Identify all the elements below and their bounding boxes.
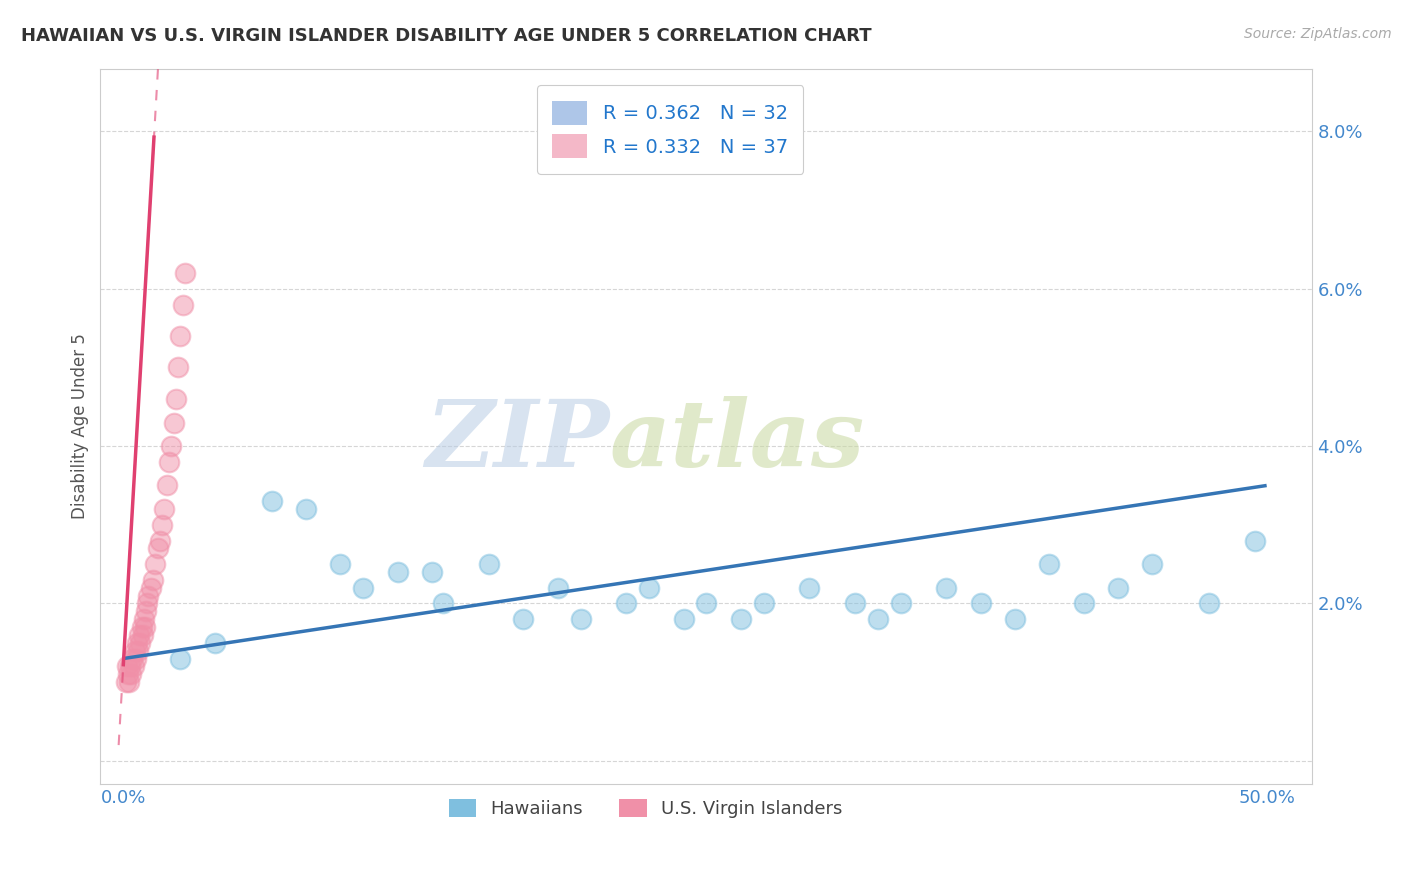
Point bbox=[866, 612, 889, 626]
Point bbox=[165, 392, 187, 406]
Point bbox=[547, 581, 569, 595]
Point bbox=[157, 455, 180, 469]
Point bbox=[135, 604, 157, 618]
Point bbox=[124, 643, 146, 657]
Point bbox=[143, 557, 166, 571]
Point bbox=[1038, 557, 1060, 571]
Point bbox=[890, 597, 912, 611]
Point bbox=[146, 541, 169, 556]
Text: HAWAIIAN VS U.S. VIRGIN ISLANDER DISABILITY AGE UNDER 5 CORRELATION CHART: HAWAIIAN VS U.S. VIRGIN ISLANDER DISABIL… bbox=[21, 27, 872, 45]
Point bbox=[387, 565, 409, 579]
Point bbox=[730, 612, 752, 626]
Point bbox=[420, 565, 443, 579]
Point bbox=[167, 360, 190, 375]
Point bbox=[125, 636, 148, 650]
Point bbox=[844, 597, 866, 611]
Text: atlas: atlas bbox=[609, 396, 865, 486]
Point bbox=[169, 329, 191, 343]
Point bbox=[136, 597, 159, 611]
Point bbox=[127, 643, 149, 657]
Point bbox=[1244, 533, 1267, 548]
Point bbox=[1198, 597, 1220, 611]
Point bbox=[131, 620, 153, 634]
Point bbox=[1004, 612, 1026, 626]
Point bbox=[478, 557, 501, 571]
Point bbox=[352, 581, 374, 595]
Legend: Hawaiians, U.S. Virgin Islanders: Hawaiians, U.S. Virgin Islanders bbox=[441, 792, 849, 825]
Point bbox=[752, 597, 775, 611]
Point bbox=[512, 612, 534, 626]
Point bbox=[121, 651, 143, 665]
Point bbox=[160, 439, 183, 453]
Point bbox=[799, 581, 821, 595]
Point bbox=[139, 581, 162, 595]
Point bbox=[569, 612, 592, 626]
Point bbox=[1142, 557, 1164, 571]
Point bbox=[120, 667, 142, 681]
Point bbox=[432, 597, 454, 611]
Point bbox=[153, 502, 176, 516]
Point bbox=[125, 651, 148, 665]
Point bbox=[614, 597, 637, 611]
Point bbox=[138, 589, 160, 603]
Text: Source: ZipAtlas.com: Source: ZipAtlas.com bbox=[1244, 27, 1392, 41]
Point bbox=[132, 612, 155, 626]
Point bbox=[134, 620, 156, 634]
Point bbox=[1073, 597, 1095, 611]
Point bbox=[329, 557, 352, 571]
Point bbox=[295, 502, 318, 516]
Point bbox=[638, 581, 661, 595]
Point bbox=[695, 597, 717, 611]
Point bbox=[172, 297, 194, 311]
Point bbox=[115, 659, 138, 673]
Point bbox=[129, 636, 152, 650]
Point bbox=[117, 667, 139, 681]
Point bbox=[204, 636, 226, 650]
Point bbox=[970, 597, 993, 611]
Point bbox=[118, 675, 141, 690]
Text: ZIP: ZIP bbox=[425, 396, 609, 486]
Point bbox=[122, 659, 145, 673]
Point bbox=[162, 416, 184, 430]
Point bbox=[1107, 581, 1129, 595]
Point bbox=[672, 612, 695, 626]
Point bbox=[935, 581, 957, 595]
Point bbox=[260, 494, 283, 508]
Point bbox=[149, 533, 172, 548]
Point bbox=[169, 651, 191, 665]
Point bbox=[142, 573, 165, 587]
Point bbox=[128, 628, 150, 642]
Point bbox=[114, 675, 136, 690]
Point bbox=[150, 517, 173, 532]
Point bbox=[174, 266, 197, 280]
Point bbox=[131, 628, 153, 642]
Point bbox=[120, 659, 142, 673]
Point bbox=[156, 478, 179, 492]
Y-axis label: Disability Age Under 5: Disability Age Under 5 bbox=[72, 334, 89, 519]
